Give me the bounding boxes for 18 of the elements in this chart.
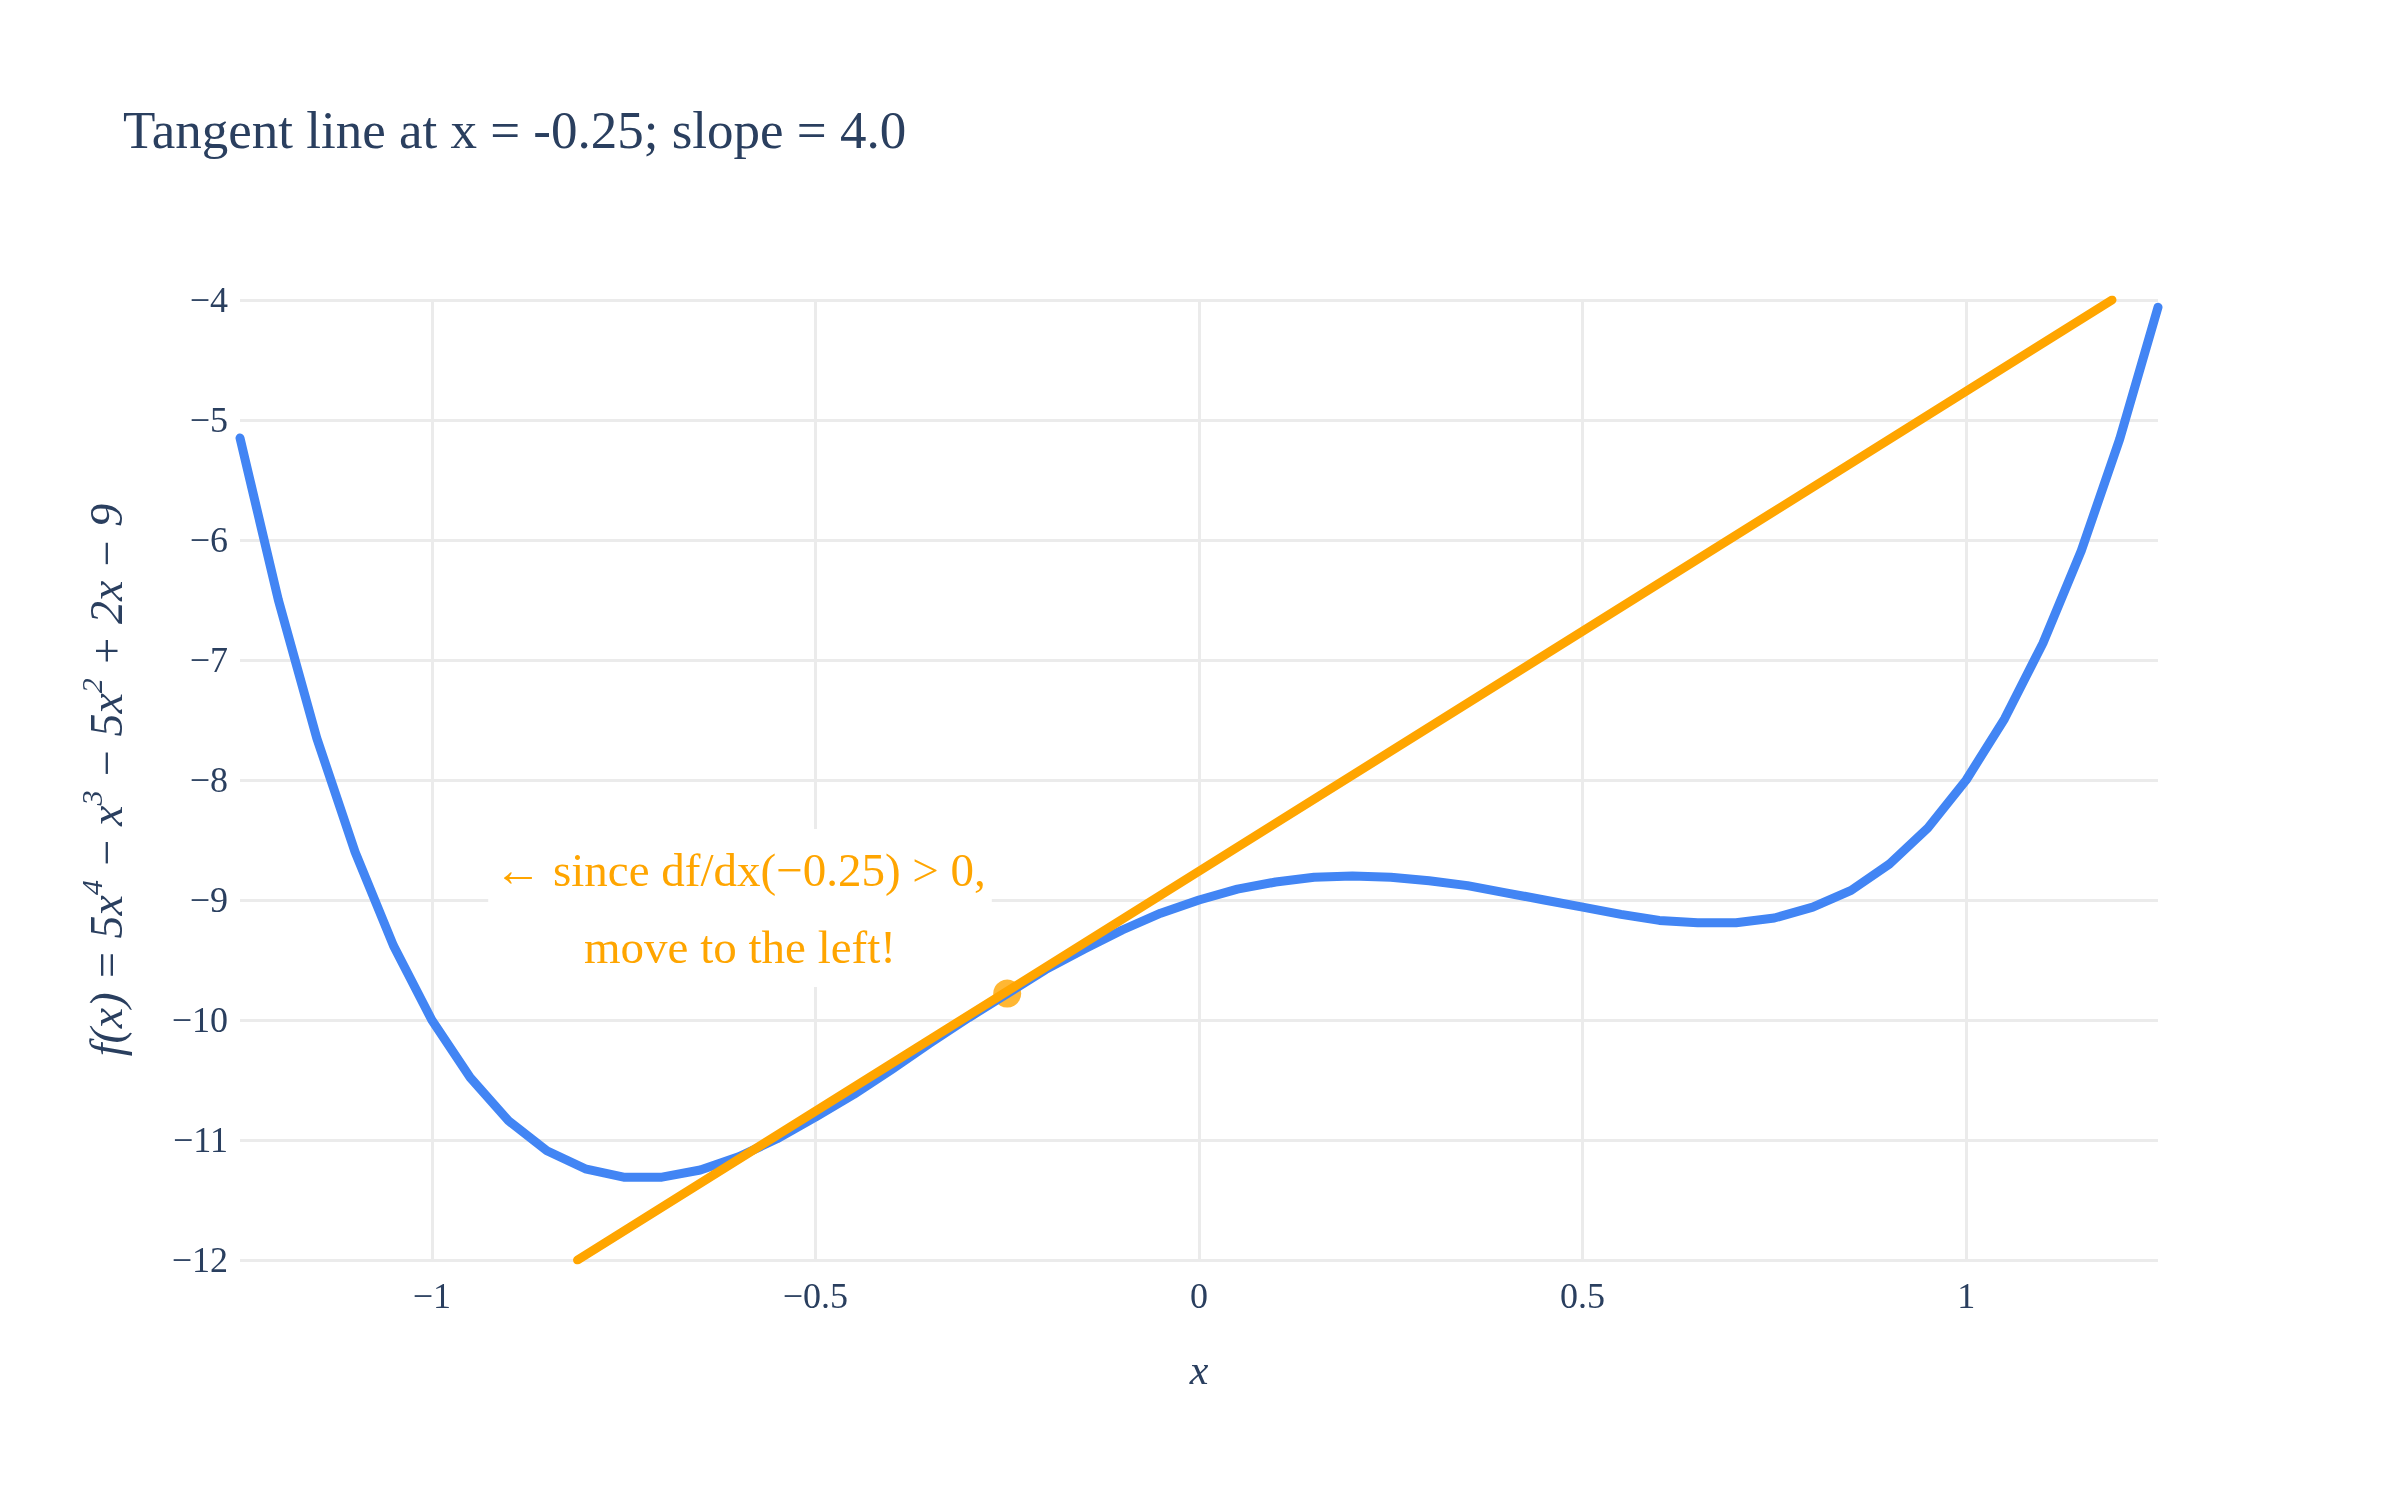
y-tick-label: −6 [189, 520, 228, 560]
x-tick-label: 0.5 [1560, 1276, 1606, 1316]
annotation: ← since df/dx(−0.25) > 0, move to the left! [494, 843, 986, 973]
y-tick-label: −10 [171, 1000, 228, 1040]
x-tick-label: 1 [1957, 1276, 1976, 1316]
y-tick-label: −4 [189, 280, 228, 320]
x-axis-title: x [1188, 1346, 1209, 1393]
y-axis-title: f(x) = 5x4 − x3 − 5x2 + 2x − 9 [74, 503, 132, 1057]
x-tick-label: 0 [1190, 1276, 1208, 1316]
chart-title: Tangent line at x = -0.25; slope = 4.0 [123, 100, 907, 159]
y-tick-label: −5 [189, 400, 228, 440]
y-tick-label: −8 [189, 760, 228, 800]
x-tick-label: −0.5 [782, 1276, 849, 1316]
y-tick-label: −11 [173, 1120, 228, 1160]
x-tick-label: −1 [412, 1276, 451, 1316]
y-tick-label: −9 [189, 880, 228, 920]
y-tick-label: −7 [189, 640, 228, 680]
y-tick-label: −12 [171, 1240, 228, 1280]
